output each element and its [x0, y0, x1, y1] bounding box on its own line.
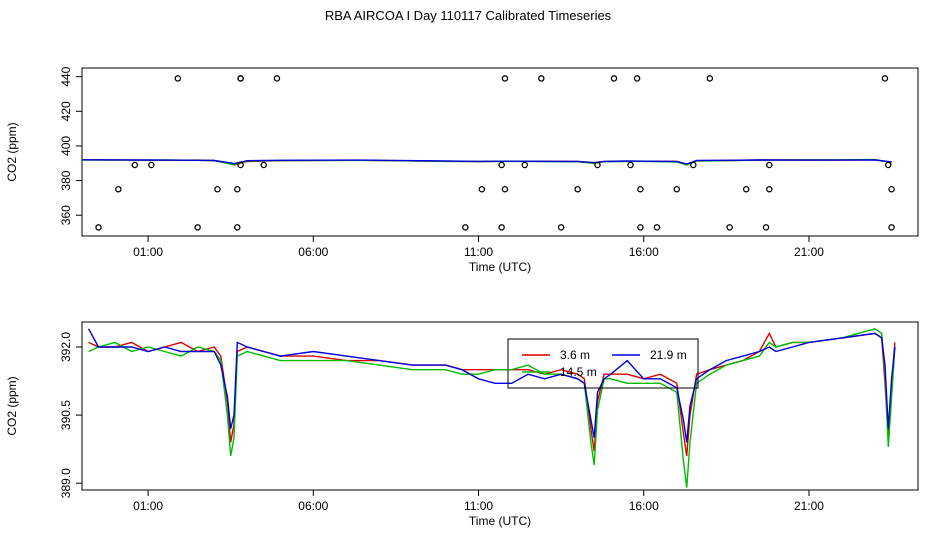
x-tick-label: 16:00 [629, 499, 659, 513]
flagged-point [237, 75, 244, 82]
flagged-point [637, 185, 644, 193]
y-tick-label: 420 [59, 101, 73, 121]
y-tick-label: 360 [59, 205, 73, 225]
flagged-point [633, 75, 641, 82]
flagged-point [234, 185, 241, 193]
flagged-point [131, 161, 139, 169]
flagged-point [498, 224, 505, 231]
flagged-point [762, 224, 770, 231]
flagged-point [501, 185, 509, 193]
plot-frame [81, 67, 919, 237]
x-axis-label: Time (UTC) [469, 514, 531, 528]
flagged-point [234, 224, 241, 231]
y-tick-label: 440 [59, 66, 73, 86]
x-tick-label: 11:00 [464, 499, 493, 513]
flagged-point [273, 75, 281, 82]
x-tick-label: 11:00 [464, 245, 493, 259]
legend-label: 21.9 m [650, 348, 687, 362]
y-axis-label: CO2 (ppm) [5, 122, 19, 181]
flagged-point [726, 224, 733, 231]
flagged-point [637, 224, 644, 231]
flagged-point [574, 185, 581, 193]
flagged-point [706, 75, 714, 82]
flagged-point [260, 161, 267, 169]
legend-label: 3.6 m [560, 348, 590, 362]
flagged-point [690, 161, 697, 169]
series-line-21-9-m [87, 328, 896, 443]
y-tick-label: 380 [59, 170, 73, 190]
y-tick-label: 390.5 [59, 400, 73, 430]
page-title: RBA AIRCOA I Day 110117 Calibrated Times… [324, 8, 612, 23]
legend-label: 14.5 m [560, 365, 597, 379]
flagged-point [594, 161, 601, 169]
x-tick-label: 21:00 [794, 245, 824, 259]
flagged-point [462, 224, 469, 231]
x-tick-label: 16:00 [629, 245, 659, 259]
flagged-point [888, 224, 895, 231]
flagged-point [538, 75, 545, 82]
flagged-point [194, 224, 201, 231]
flagged-point [653, 224, 661, 231]
flagged-point [766, 185, 773, 193]
flagged-point [237, 161, 244, 169]
flagged-point [557, 224, 565, 231]
x-tick-label: 01:00 [133, 245, 163, 259]
plot-frame [81, 321, 919, 491]
flagged-point [115, 185, 122, 193]
y-axis-label: CO2 (ppm) [5, 376, 19, 435]
series-line-14-5-m [88, 328, 896, 488]
flagged-point [627, 161, 634, 169]
flagged-point [673, 185, 681, 193]
x-axis-label: Time (UTC) [469, 260, 531, 274]
flagged-point [521, 161, 529, 169]
flagged-point [766, 161, 773, 169]
flagged-point [501, 75, 509, 82]
flagged-point [885, 161, 892, 169]
flagged-point [478, 185, 486, 193]
y-tick-label: 400 [59, 136, 73, 156]
x-tick-label: 01:00 [133, 499, 163, 513]
y-tick-label: 392.0 [59, 332, 73, 362]
flagged-point [881, 75, 889, 82]
x-tick-label: 21:00 [794, 499, 824, 513]
flagged-point [214, 185, 221, 193]
flagged-point [498, 161, 505, 169]
x-tick-label: 06:00 [298, 245, 328, 259]
flagged-point [95, 224, 102, 231]
x-tick-label: 06:00 [298, 499, 328, 513]
flagged-point [742, 185, 750, 193]
y-tick-label: 389.0 [59, 468, 73, 498]
legend-box [507, 338, 699, 389]
flagged-point [148, 161, 155, 169]
series-line-21-9-m [81, 159, 892, 165]
flagged-point [610, 75, 618, 82]
flagged-point [174, 75, 182, 82]
flagged-point [888, 185, 895, 193]
top-panel: 01:00 06:00 11:00 16:00 21:00 360 380 400 420 440… [5, 66, 919, 274]
bottom-panel: 01:00 06:00 11:00 16:00 21:00 389.0 390.5 392.0… [5, 321, 919, 528]
